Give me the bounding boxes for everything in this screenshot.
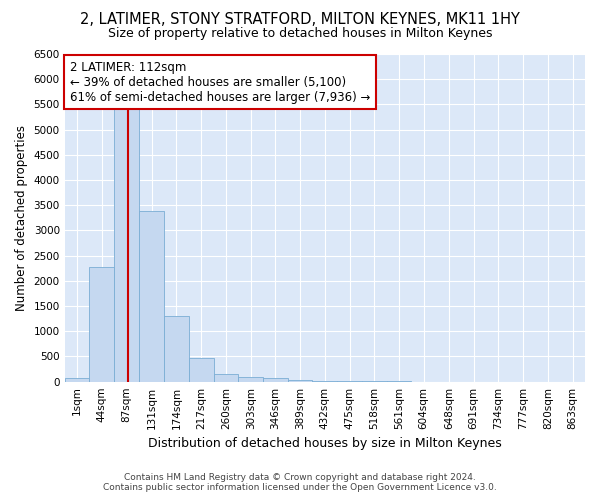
Bar xyxy=(288,380,313,382)
Bar xyxy=(313,381,337,382)
Bar xyxy=(263,378,288,382)
Text: Contains HM Land Registry data © Crown copyright and database right 2024.
Contai: Contains HM Land Registry data © Crown c… xyxy=(103,473,497,492)
Bar xyxy=(65,378,89,382)
Bar xyxy=(164,316,189,382)
Y-axis label: Number of detached properties: Number of detached properties xyxy=(15,125,28,311)
X-axis label: Distribution of detached houses by size in Milton Keynes: Distribution of detached houses by size … xyxy=(148,437,502,450)
Text: 2, LATIMER, STONY STRATFORD, MILTON KEYNES, MK11 1HY: 2, LATIMER, STONY STRATFORD, MILTON KEYN… xyxy=(80,12,520,28)
Bar xyxy=(139,212,164,382)
Bar xyxy=(337,381,362,382)
Text: 2 LATIMER: 112sqm
← 39% of detached houses are smaller (5,100)
61% of semi-detac: 2 LATIMER: 112sqm ← 39% of detached hous… xyxy=(70,60,370,104)
Bar xyxy=(214,374,238,382)
Bar xyxy=(89,266,114,382)
Bar xyxy=(114,108,139,382)
Text: Size of property relative to detached houses in Milton Keynes: Size of property relative to detached ho… xyxy=(108,28,492,40)
Bar xyxy=(189,358,214,382)
Bar xyxy=(238,377,263,382)
